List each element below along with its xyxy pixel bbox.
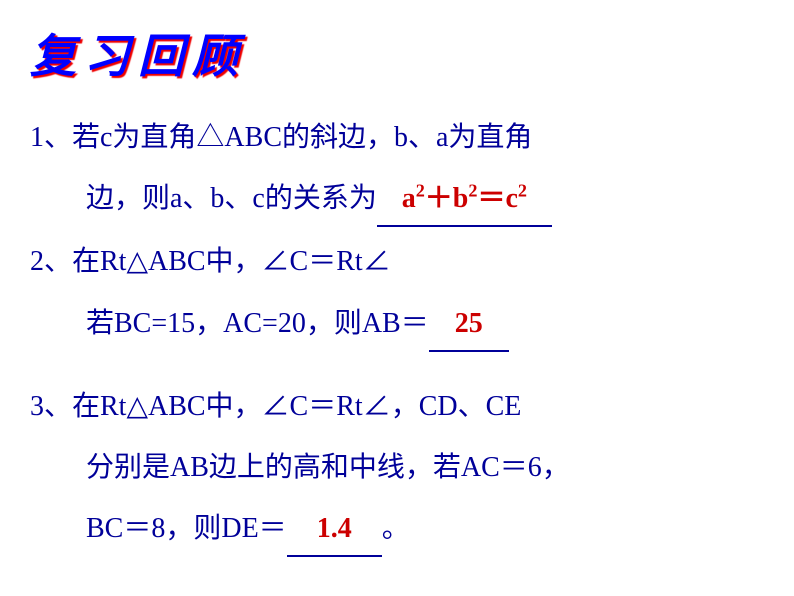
q3-blank: 1.4	[287, 502, 382, 557]
q2-line2: 若BC=15，AC=20，则AB＝ 25	[30, 297, 764, 352]
q3-line3: BC＝8，则DE＝ 1.4 。	[30, 502, 764, 557]
q1-line1: 1、若c为直角△ABC的斜边，b、a为直角	[30, 111, 764, 164]
q1-text: 边，则a、b、c的关系为	[86, 183, 377, 214]
content-area: 1、若c为直角△ABC的斜边，b、a为直角 边，则a、b、c的关系为 a2＋b2＝…	[30, 111, 764, 557]
q1-answer: a2＋b2＝c2	[402, 183, 527, 214]
q2-line1: 2、在Rt△ABC中，∠C＝Rt∠	[30, 235, 764, 288]
q1-blank: a2＋b2＝c2	[377, 172, 552, 227]
review-title: 复习回顾	[30, 20, 764, 86]
q2-blank: 25	[429, 297, 509, 352]
q3-line1: 3、在Rt△ABC中，∠C＝Rt∠，CD、CE	[30, 380, 764, 433]
q2-text: 若BC=15，AC=20，则AB＝	[86, 308, 429, 339]
q3-answer: 1.4	[317, 513, 352, 544]
q2-answer: 25	[455, 308, 483, 339]
q3-text-pre: BC＝8，则DE＝	[86, 513, 287, 544]
q1-line2: 边，则a、b、c的关系为 a2＋b2＝c2	[30, 172, 764, 227]
q3-text-post: 。	[382, 513, 410, 544]
q3-line2: 分别是AB边上的高和中线，若AC＝6，	[30, 441, 764, 494]
